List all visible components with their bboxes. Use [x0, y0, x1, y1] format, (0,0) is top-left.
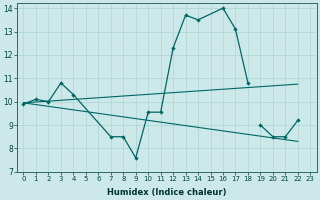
X-axis label: Humidex (Indice chaleur): Humidex (Indice chaleur)	[107, 188, 227, 197]
